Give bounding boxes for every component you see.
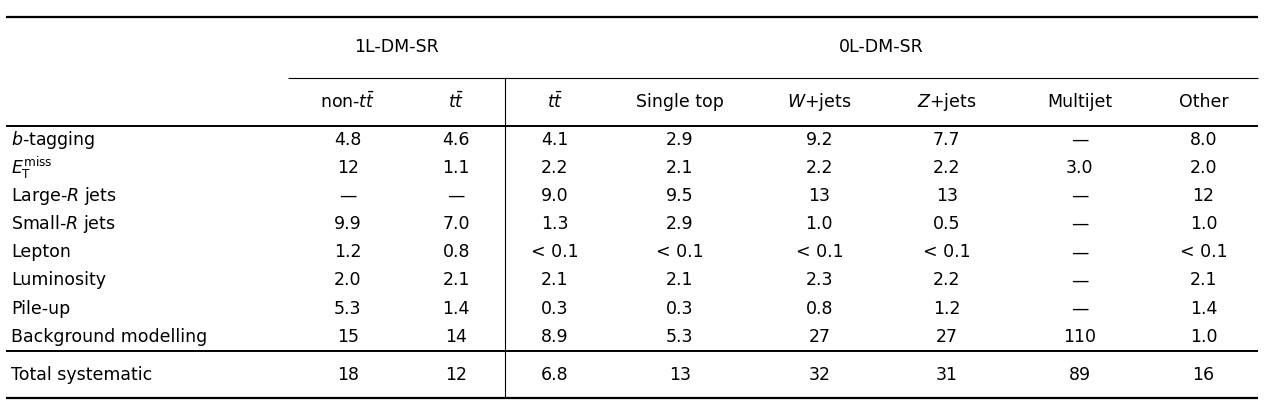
Text: —: — <box>1071 187 1088 205</box>
Text: —: — <box>339 187 356 205</box>
Text: < 0.1: < 0.1 <box>1179 243 1227 261</box>
Text: 12: 12 <box>1192 187 1215 205</box>
Text: 5.3: 5.3 <box>666 327 694 346</box>
Text: 4.6: 4.6 <box>442 131 470 149</box>
Text: 8.9: 8.9 <box>541 327 569 346</box>
Text: < 0.1: < 0.1 <box>923 243 971 261</box>
Text: 5.3: 5.3 <box>334 300 362 317</box>
Text: 13: 13 <box>809 187 830 205</box>
Text: Lepton: Lepton <box>11 243 71 261</box>
Text: < 0.1: < 0.1 <box>795 243 843 261</box>
Text: 1.0: 1.0 <box>1189 327 1217 346</box>
Text: 89: 89 <box>1068 366 1091 383</box>
Text: 1.2: 1.2 <box>933 300 961 317</box>
Text: 27: 27 <box>935 327 958 346</box>
Text: 12: 12 <box>445 366 468 383</box>
Text: 1.0: 1.0 <box>1189 215 1217 233</box>
Text: < 0.1: < 0.1 <box>656 243 704 261</box>
Text: 2.1: 2.1 <box>666 159 694 177</box>
Text: $E_{\rm T}^{\rm miss}$: $E_{\rm T}^{\rm miss}$ <box>11 155 53 181</box>
Text: 0L-DM-SR: 0L-DM-SR <box>839 38 924 56</box>
Text: 6.8: 6.8 <box>541 366 569 383</box>
Text: Luminosity: Luminosity <box>11 271 106 289</box>
Text: Small-$R$ jets: Small-$R$ jets <box>11 213 116 235</box>
Text: 7.7: 7.7 <box>933 131 961 149</box>
Text: 7.0: 7.0 <box>442 215 470 233</box>
Text: 18: 18 <box>336 366 359 383</box>
Text: 1.2: 1.2 <box>334 243 362 261</box>
Text: 0.5: 0.5 <box>933 215 961 233</box>
Text: < 0.1: < 0.1 <box>531 243 579 261</box>
Text: $W$+jets: $W$+jets <box>787 91 852 113</box>
Text: —: — <box>447 187 465 205</box>
Text: $Z$+jets: $Z$+jets <box>916 91 976 113</box>
Text: non-$t\bar{t}$: non-$t\bar{t}$ <box>320 92 375 112</box>
Text: 0.3: 0.3 <box>541 300 569 317</box>
Text: 2.9: 2.9 <box>666 215 694 233</box>
Text: 0.8: 0.8 <box>805 300 833 317</box>
Text: 12: 12 <box>336 159 359 177</box>
Text: 2.0: 2.0 <box>334 271 362 289</box>
Text: 1.4: 1.4 <box>1189 300 1217 317</box>
Text: 9.2: 9.2 <box>805 131 833 149</box>
Text: 16: 16 <box>1192 366 1215 383</box>
Text: 2.2: 2.2 <box>805 159 833 177</box>
Text: 2.2: 2.2 <box>933 159 961 177</box>
Text: 2.2: 2.2 <box>541 159 569 177</box>
Text: Total systematic: Total systematic <box>11 366 153 383</box>
Text: Pile-up: Pile-up <box>11 300 71 317</box>
Text: 9.5: 9.5 <box>666 187 694 205</box>
Text: $t\bar{t}$: $t\bar{t}$ <box>449 92 464 112</box>
Text: 1L-DM-SR: 1L-DM-SR <box>354 38 440 56</box>
Text: 1.1: 1.1 <box>442 159 470 177</box>
Text: —: — <box>1071 131 1088 149</box>
Text: 0.3: 0.3 <box>666 300 694 317</box>
Text: —: — <box>1071 300 1088 317</box>
Text: 27: 27 <box>809 327 830 346</box>
Text: 1.4: 1.4 <box>442 300 470 317</box>
Text: Large-$R$ jets: Large-$R$ jets <box>11 185 118 207</box>
Text: 9.0: 9.0 <box>541 187 569 205</box>
Text: 1.3: 1.3 <box>541 215 569 233</box>
Text: 15: 15 <box>336 327 359 346</box>
Text: —: — <box>1071 271 1088 289</box>
Text: 1.0: 1.0 <box>805 215 833 233</box>
Text: 9.9: 9.9 <box>334 215 362 233</box>
Text: 2.1: 2.1 <box>442 271 470 289</box>
Text: 0.8: 0.8 <box>442 243 470 261</box>
Text: 2.3: 2.3 <box>805 271 833 289</box>
Text: $t\bar{t}$: $t\bar{t}$ <box>546 92 562 112</box>
Text: 3.0: 3.0 <box>1066 159 1093 177</box>
Text: Multijet: Multijet <box>1047 93 1112 111</box>
Text: 31: 31 <box>935 366 958 383</box>
Text: 8.0: 8.0 <box>1189 131 1217 149</box>
Text: Background modelling: Background modelling <box>11 327 207 346</box>
Text: 13: 13 <box>669 366 690 383</box>
Text: 2.1: 2.1 <box>541 271 569 289</box>
Text: 13: 13 <box>935 187 958 205</box>
Text: 110: 110 <box>1063 327 1096 346</box>
Text: 4.1: 4.1 <box>541 131 569 149</box>
Text: —: — <box>1071 215 1088 233</box>
Text: $b$-tagging: $b$-tagging <box>11 129 96 151</box>
Text: —: — <box>1071 243 1088 261</box>
Text: 2.0: 2.0 <box>1189 159 1217 177</box>
Text: Other: Other <box>1178 93 1229 111</box>
Text: 32: 32 <box>809 366 830 383</box>
Text: 2.1: 2.1 <box>1189 271 1217 289</box>
Text: 14: 14 <box>445 327 468 346</box>
Text: 2.1: 2.1 <box>666 271 694 289</box>
Text: 2.2: 2.2 <box>933 271 961 289</box>
Text: 4.8: 4.8 <box>334 131 362 149</box>
Text: Single top: Single top <box>636 93 724 111</box>
Text: 2.9: 2.9 <box>666 131 694 149</box>
